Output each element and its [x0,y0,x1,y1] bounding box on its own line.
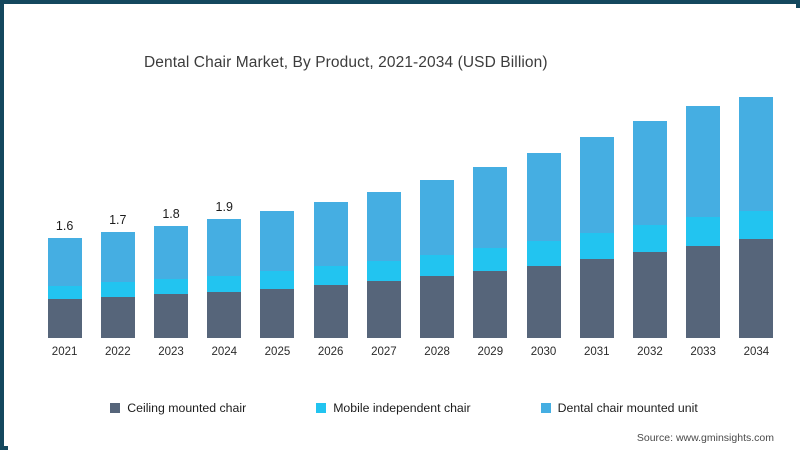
bar-segment-ceiling-mounted-chair [47,299,82,338]
bar-segment-mobile-independent-chair [632,224,667,253]
bar-segment-dental-chair-mounted-unit [526,153,561,242]
legend-swatch-icon [316,403,327,413]
bar-segment-mobile-independent-chair [686,217,721,246]
x-axis-tick-label: 2033 [690,346,716,358]
page-title: Dental Chair Market, By Product, 2021-20… [144,54,548,71]
x-axis-tick-label: 2029 [477,346,504,358]
bar-segment-dental-chair-mounted-unit [366,191,401,262]
bar-segment-dental-chair-mounted-unit [313,201,348,267]
bar-group[interactable] [313,201,348,338]
legend-item-label: Ceiling mounted chair [127,401,247,415]
bar-value-label: 1.8 [162,206,180,221]
bar-segment-mobile-independent-chair [579,233,614,260]
x-axis-tick-label: 2030 [530,346,557,358]
chart-legend: Ceiling mounted chair Mobile independent … [8,396,800,420]
x-axis-tick-label: 2032 [637,346,663,358]
x-axis-tick-label: 2022 [105,346,131,358]
bar-segment-ceiling-mounted-chair [207,291,242,338]
bar-segment-ceiling-mounted-chair [366,281,401,338]
bar-group[interactable] [579,137,614,338]
bar-segment-dental-chair-mounted-unit [473,166,508,248]
legend-item[interactable]: Mobile independent chair [316,401,471,415]
x-axis-tick-label: 2021 [51,346,78,358]
bar-segment-dental-chair-mounted-unit [154,225,189,279]
bar-segment-mobile-independent-chair [207,275,242,292]
bar-segment-dental-chair-mounted-unit [47,238,82,286]
bar-group[interactable] [686,105,721,338]
bar-segment-dental-chair-mounted-unit [632,121,667,225]
plot-area: 1.6 1.7 1.8 1.9 [38,88,783,338]
bar-segment-mobile-independent-chair [420,254,455,277]
bar-segment-mobile-independent-chair [473,248,508,272]
bar-segment-ceiling-mounted-chair [100,296,135,338]
bar-segment-mobile-independent-chair [47,285,82,300]
bar-segment-ceiling-mounted-chair [579,259,614,338]
bar-segment-ceiling-mounted-chair [260,288,295,338]
bar-segment-mobile-independent-chair [366,261,401,282]
bar-segment-mobile-independent-chair [260,271,295,289]
bar-group[interactable] [473,166,508,338]
bar-group[interactable] [420,179,455,338]
x-axis-tick-label: 2031 [583,346,610,358]
bar-segment-mobile-independent-chair [526,241,561,266]
bar-segment-dental-chair-mounted-unit [420,179,455,255]
bar-value-label: 1.7 [109,212,127,227]
bar-segment-dental-chair-mounted-unit [686,105,721,218]
bar-segment-ceiling-mounted-chair [686,245,721,338]
bar-segment-dental-chair-mounted-unit [739,97,774,212]
legend-item-label: Mobile independent chair [333,401,471,415]
legend-item[interactable]: Ceiling mounted chair [110,401,246,415]
bar-group[interactable]: 1.8 [154,207,189,338]
bar-group[interactable] [366,191,401,338]
bar-segment-ceiling-mounted-chair [526,265,561,338]
bar-segment-ceiling-mounted-chair [313,284,348,338]
bar-segment-mobile-independent-chair [313,266,348,285]
bar-segment-ceiling-mounted-chair [473,271,508,338]
bar-value-label: 1.9 [215,200,233,215]
bar-segment-dental-chair-mounted-unit [260,211,295,272]
x-axis-tick-label: 2027 [371,346,397,358]
bar-segment-ceiling-mounted-chair [420,276,455,338]
x-axis-tick-label: 2026 [317,346,344,358]
legend-swatch-icon [540,403,551,413]
bar-segment-mobile-independent-chair [100,282,135,297]
chart-canvas: Dental Chair Market, By Product, 2021-20… [8,8,800,450]
bar-value-label: 1.6 [55,219,74,233]
bar-group[interactable] [526,153,561,338]
bar-segment-dental-chair-mounted-unit [579,137,614,233]
bar-segment-ceiling-mounted-chair [632,252,667,338]
bar-segment-mobile-independent-chair [154,278,189,295]
x-axis-tick-label: 2023 [158,346,184,358]
bar-segment-ceiling-mounted-chair [154,294,189,338]
x-axis-tick-label: 2028 [424,346,450,358]
x-axis: 2021 2022 2023 2024 2025 2026 2027 2028 2029 2030… [38,340,783,364]
x-axis-tick-label: 2024 [211,346,238,358]
bar-group[interactable] [260,211,295,338]
bar-group[interactable]: 1.9 [207,200,242,338]
bar-group[interactable] [739,97,774,338]
source-attribution: Source: www.gminsights.com [636,432,774,444]
legend-item[interactable]: Dental chair mounted unit [540,401,698,415]
x-axis-tick-label: 2025 [264,346,291,358]
bar-group[interactable]: 1.7 [100,213,135,338]
legend-swatch-icon [110,403,121,413]
bar-segment-ceiling-mounted-chair [739,239,774,338]
bar-segment-dental-chair-mounted-unit [207,219,242,276]
bar-segment-dental-chair-mounted-unit [100,231,135,283]
legend-item-label: Dental chair mounted unit [557,401,698,415]
bar-group[interactable]: 1.6 [47,219,82,338]
bar-group[interactable] [632,121,667,338]
bar-segment-mobile-independent-chair [739,211,774,240]
x-axis-tick-label: 2034 [743,346,770,358]
